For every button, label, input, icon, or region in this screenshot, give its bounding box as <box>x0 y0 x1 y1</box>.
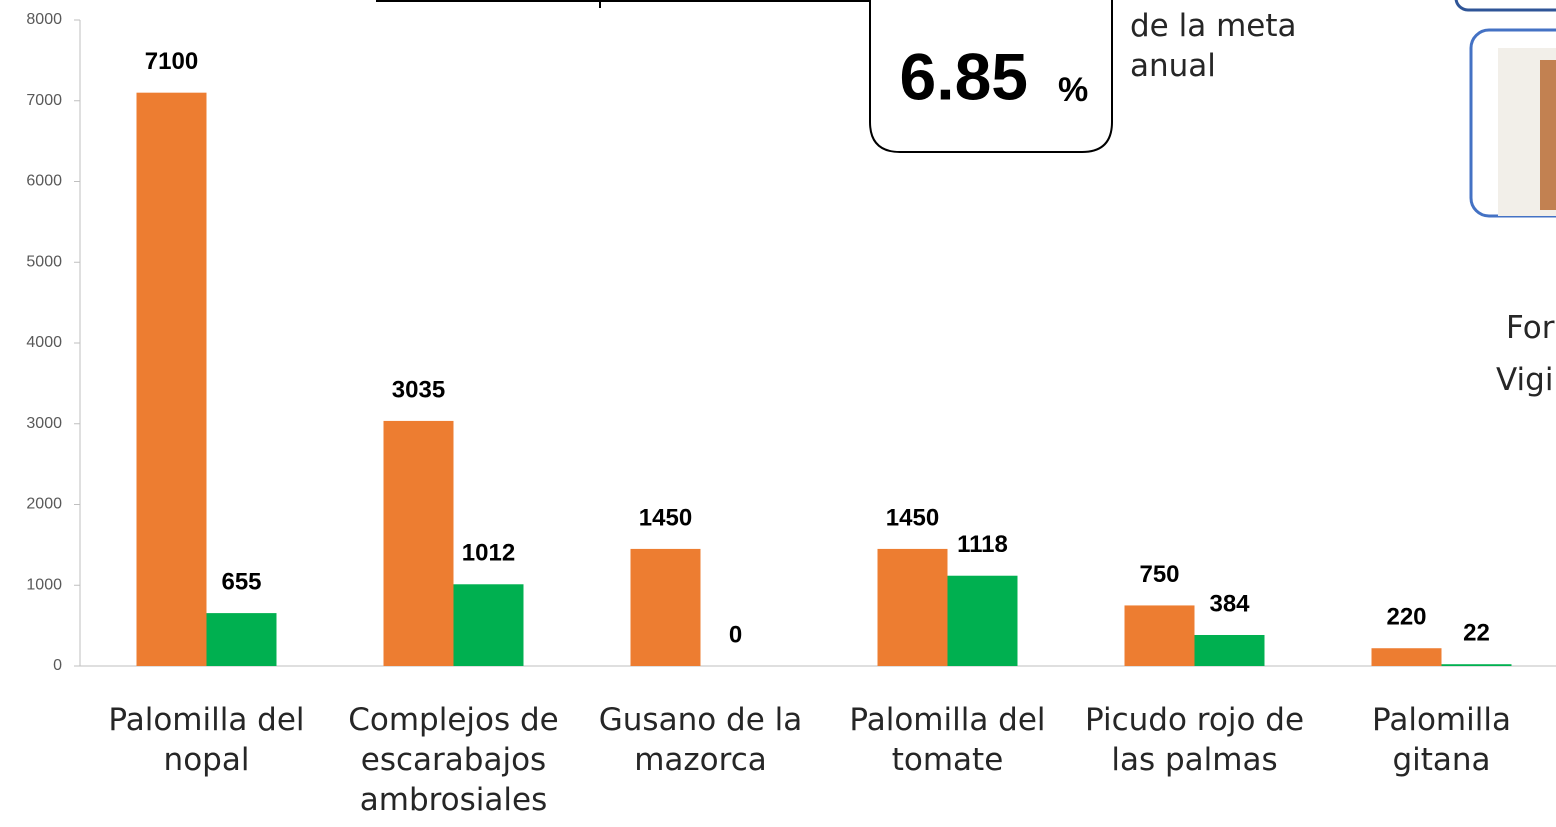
frame <box>1454 0 1556 12</box>
data-label: 3035 <box>392 376 445 403</box>
data-label: 22 <box>1463 620 1490 647</box>
bar <box>1441 664 1512 666</box>
bar <box>136 92 207 667</box>
data-label: 0 <box>729 621 742 648</box>
bar <box>630 548 701 666</box>
bar <box>1124 605 1195 666</box>
x-tick-label: Complejos de escarabajos ambrosiales <box>348 702 559 818</box>
y-tick-label: 7000 <box>26 92 62 109</box>
y-tick-label: 0 <box>53 657 62 674</box>
percent-sign: % <box>1058 71 1088 109</box>
data-label: 1118 <box>957 531 1008 558</box>
data-label: 384 <box>1209 590 1250 617</box>
y-tick-label: 8000 <box>26 11 62 28</box>
percent-value: 6.85 <box>900 39 1028 113</box>
y-tick-label: 5000 <box>26 253 62 270</box>
data-label: 1450 <box>639 504 692 531</box>
percent-box <box>869 0 1113 153</box>
data-label: 7100 <box>145 48 198 75</box>
x-tick-label: Picudo rojo de las palmas <box>1084 702 1305 778</box>
data-label: 1450 <box>886 504 939 531</box>
data-label: 750 <box>1139 561 1179 588</box>
y-tick-label: 2000 <box>26 496 62 513</box>
side-text: For <box>1506 310 1555 346</box>
bar <box>206 613 277 666</box>
x-tick-label: Palomilla del tomate <box>849 702 1046 778</box>
percent-caption: de la meta anual <box>1130 8 1297 84</box>
bar <box>877 548 948 666</box>
bar <box>947 575 1018 666</box>
bar <box>1371 648 1442 666</box>
y-tick-label: 3000 <box>26 415 62 432</box>
x-tick-label: Palomilla gitana <box>1372 702 1511 778</box>
y-tick-label: 4000 <box>26 334 62 351</box>
data-label: 655 <box>221 568 261 595</box>
x-tick-label: Gusano de la mazorca <box>598 702 803 778</box>
data-label: 1012 <box>462 540 515 567</box>
bar <box>1194 634 1265 666</box>
y-tick-label: 1000 <box>26 576 62 593</box>
data-label: 220 <box>1386 604 1426 631</box>
side-text: Vigi <box>1496 362 1554 398</box>
bar <box>383 420 454 666</box>
x-tick-label: Palomilla del nopal <box>108 702 305 778</box>
y-tick-label: 6000 <box>26 173 62 190</box>
bar <box>453 584 524 666</box>
photo <box>1540 60 1556 210</box>
